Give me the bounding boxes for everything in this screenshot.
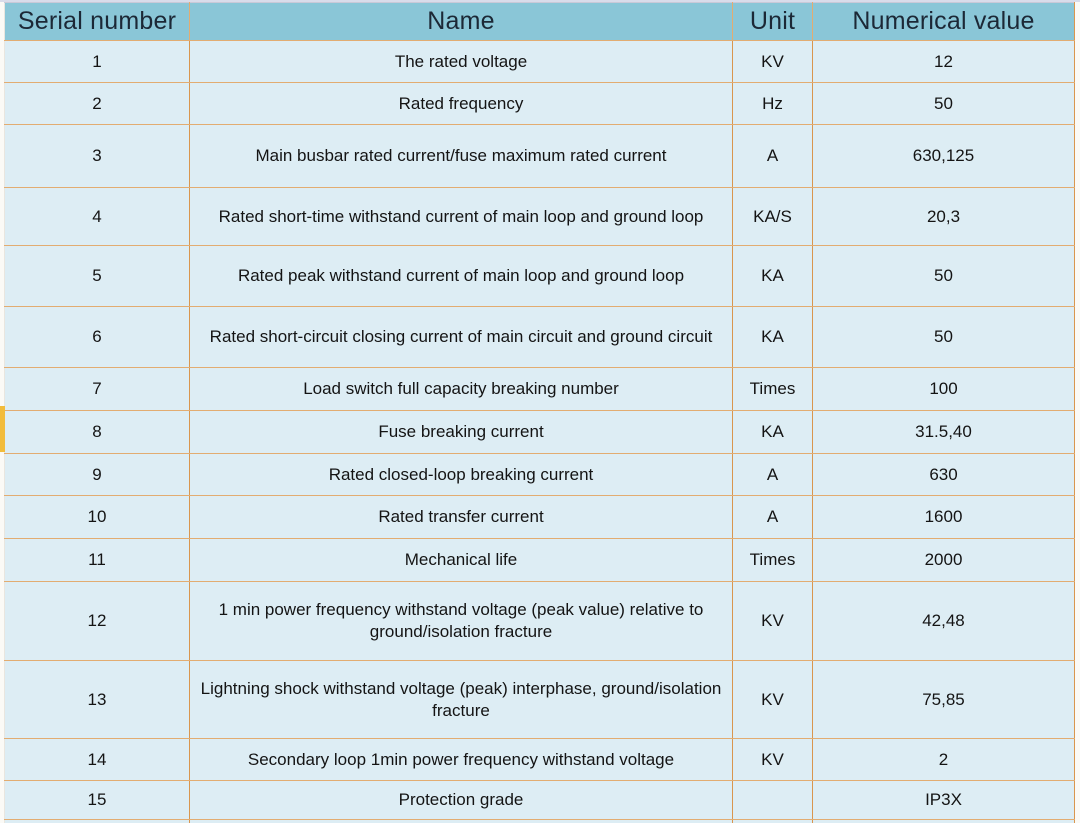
unit-cell: KA <box>732 410 813 454</box>
table-row: 6 Rated short-circuit closing current of … <box>4 306 1075 368</box>
serial-cell: 15 <box>4 780 190 820</box>
table-row: 14 Secondary loop 1min power frequency wi… <box>4 738 1075 781</box>
serial-cell: 7 <box>4 367 190 411</box>
unit-cell <box>732 819 813 823</box>
serial-cell: 9 <box>4 453 190 496</box>
table-row: 9 Rated closed-loop breaking current A 630 <box>4 453 1075 496</box>
name-cell: The rated voltage <box>189 40 733 83</box>
name-cell: Rated transfer current <box>189 495 733 539</box>
name-cell: Rated short-circuit closing current of m… <box>189 306 733 368</box>
top-edge-strip <box>0 0 1080 2</box>
name-cell: 1 min power frequency withstand voltage … <box>189 581 733 661</box>
unit-cell <box>732 780 813 820</box>
unit-cell: Times <box>732 367 813 411</box>
value-cell: 50 <box>812 82 1075 125</box>
column-header-serial-number: Serial number <box>4 2 190 41</box>
header-row: Serial number Name Unit Numerical value <box>4 2 1075 41</box>
table-row: 11 Mechanical life Times 2000 <box>4 538 1075 582</box>
serial-cell: 4 <box>4 187 190 246</box>
table-row: 2 Rated frequency Hz 50 <box>4 82 1075 125</box>
spec-table-body: 1 The rated voltage KV 12 2 Rated frequency Hz… <box>4 40 1075 823</box>
value-cell: 2000 <box>812 538 1075 582</box>
serial-cell: 1 <box>4 40 190 83</box>
table-header: Serial number Name Unit Numerical value <box>4 2 1075 41</box>
name-cell: Main busbar rated current/fuse maximum r… <box>189 124 733 188</box>
value-cell: 42,48 <box>812 581 1075 661</box>
value-cell: 20,3 <box>812 187 1075 246</box>
table-row: 3 Main busbar rated current/fuse maximum … <box>4 124 1075 188</box>
value-cell: 1600 <box>812 495 1075 539</box>
table-row: 12 1 min power frequency withstand voltag… <box>4 581 1075 661</box>
serial-cell: 8 <box>4 410 190 454</box>
column-header-name: Name <box>189 2 733 41</box>
name-cell: Rated closed-loop breaking current <box>189 453 733 496</box>
name-cell: Mechanical life <box>189 538 733 582</box>
value-cell: 75,85 <box>812 660 1075 739</box>
serial-cell: 13 <box>4 660 190 739</box>
unit-cell: KV <box>732 581 813 661</box>
value-cell: 630,125 <box>812 124 1075 188</box>
serial-cell: 12 <box>4 581 190 661</box>
value-cell: 630 <box>812 453 1075 496</box>
serial-cell: 2 <box>4 82 190 125</box>
partial-clipped-row <box>4 819 1075 823</box>
unit-cell: Hz <box>732 82 813 125</box>
value-cell: 12 <box>812 40 1075 83</box>
value-cell <box>812 819 1075 823</box>
name-cell: Rated frequency <box>189 82 733 125</box>
value-cell: 31.5,40 <box>812 410 1075 454</box>
unit-cell: A <box>732 495 813 539</box>
left-edge-highlight <box>0 406 5 452</box>
value-cell: IP3X <box>812 780 1075 820</box>
table-row: 10 Rated transfer current A 1600 <box>4 495 1075 539</box>
value-cell: 50 <box>812 306 1075 368</box>
unit-cell: A <box>732 453 813 496</box>
unit-cell: A <box>732 124 813 188</box>
serial-cell: 5 <box>4 245 190 307</box>
table-row: 15 Protection grade IP3X <box>4 780 1075 820</box>
column-header-unit: Unit <box>732 2 813 41</box>
column-header-numerical-value: Numerical value <box>812 2 1075 41</box>
unit-cell: KA <box>732 306 813 368</box>
serial-cell: 3 <box>4 124 190 188</box>
unit-cell: KV <box>732 660 813 739</box>
unit-cell: KV <box>732 738 813 781</box>
table-row: 5 Rated peak withstand current of main lo… <box>4 245 1075 307</box>
serial-cell: 14 <box>4 738 190 781</box>
table-row: 4 Rated short-time withstand current of m… <box>4 187 1075 246</box>
name-cell: Lightning shock withstand voltage (peak)… <box>189 660 733 739</box>
unit-cell: Times <box>732 538 813 582</box>
serial-cell <box>4 819 190 823</box>
unit-cell: KA <box>732 245 813 307</box>
serial-cell: 11 <box>4 538 190 582</box>
value-cell: 50 <box>812 245 1075 307</box>
specification-table: Serial number Name Unit Numerical value … <box>4 2 1075 823</box>
table-row: 7 Load switch full capacity breaking numb… <box>4 367 1075 411</box>
unit-cell: KA/S <box>732 187 813 246</box>
name-cell: Secondary loop 1min power frequency with… <box>189 738 733 781</box>
table-row: 8 Fuse breaking current KA 31.5,40 <box>4 410 1075 454</box>
name-cell: Rated peak withstand current of main loo… <box>189 245 733 307</box>
table-row: 13 Lightning shock withstand voltage (pea… <box>4 660 1075 739</box>
unit-cell: KV <box>732 40 813 83</box>
value-cell: 100 <box>812 367 1075 411</box>
value-cell: 2 <box>812 738 1075 781</box>
name-cell: Rated short-time withstand current of ma… <box>189 187 733 246</box>
table-row: 1 The rated voltage KV 12 <box>4 40 1075 83</box>
serial-cell: 6 <box>4 306 190 368</box>
name-cell <box>189 819 733 823</box>
name-cell: Fuse breaking current <box>189 410 733 454</box>
name-cell: Load switch full capacity breaking numbe… <box>189 367 733 411</box>
serial-cell: 10 <box>4 495 190 539</box>
name-cell: Protection grade <box>189 780 733 820</box>
